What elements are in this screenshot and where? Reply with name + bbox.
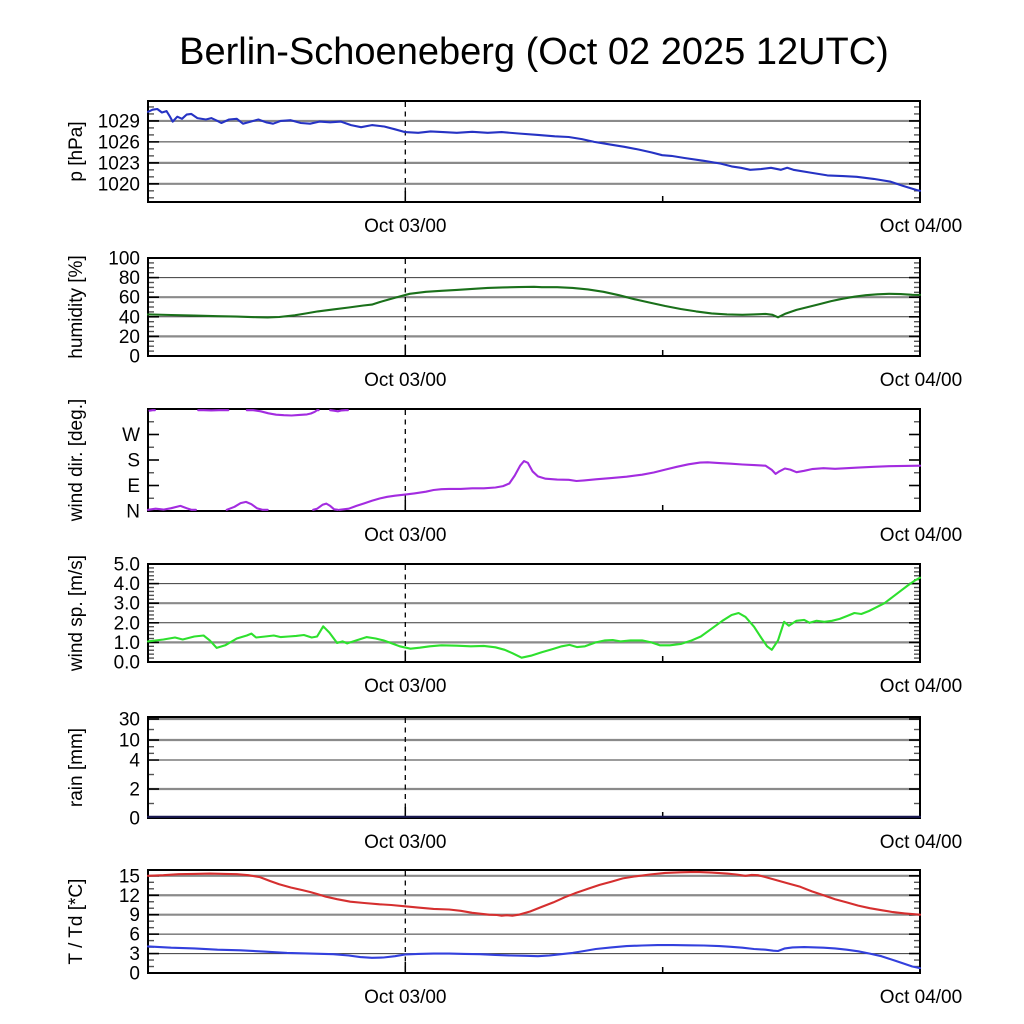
y-tick-label: 0 [129, 809, 140, 830]
series-line-pressure [147, 107, 921, 192]
series-wind-speed [147, 576, 921, 659]
y-tick-label: E [127, 476, 140, 497]
series-line-wind-direction [338, 460, 921, 511]
chart-title: Berlin-Schoeneberg (Oct 02 2025 12UTC) [179, 31, 889, 73]
x-tick-label: Oct 03/00 [364, 987, 446, 1008]
series-line-wind-speed [147, 576, 921, 659]
panel-border [147, 869, 921, 974]
series-humidity [147, 285, 921, 319]
x-tick-label: Oct 04/00 [880, 832, 962, 853]
x-tick-label: Oct 03/00 [364, 676, 446, 697]
y-tick-label: N [126, 502, 140, 523]
series-line-wind-direction [329, 409, 349, 413]
y-tick-label: 4.0 [114, 574, 140, 595]
panel-border [147, 563, 921, 663]
y-tick-label: 2.0 [114, 613, 140, 634]
y-tick-label: 3.0 [114, 594, 140, 615]
series-line-humidity [147, 285, 921, 319]
y-tick-label: 10 [119, 731, 140, 752]
x-tick-label: Oct 03/00 [364, 370, 446, 391]
series-line-wind-direction [148, 409, 156, 412]
y-axis-title: wind dir. [deg.] [66, 399, 87, 523]
series-dewpoint [147, 944, 921, 970]
x-tick-label: Oct 03/00 [364, 216, 446, 237]
x-tick-label: Oct 04/00 [880, 370, 962, 391]
y-tick-label: 0.0 [114, 653, 140, 674]
panel-wind-speed: 0.01.02.03.04.05.0 wind sp. [m/s] Oct 03/0… [66, 555, 962, 698]
y-tick-label: 5.0 [114, 555, 140, 576]
series-line-wind-direction [225, 500, 269, 511]
y-tick-label: 0 [129, 964, 140, 985]
y-axis-title: T / Td [*C] [66, 879, 87, 965]
y-tick-label: 6 [129, 925, 140, 946]
y-axis-title: wind sp. [m/s] [66, 555, 87, 672]
series-wind-direction [147, 409, 921, 511]
y-tick-label: 3 [129, 944, 140, 965]
series-pressure [147, 107, 921, 192]
series-line-wind-direction [245, 409, 320, 417]
y-tick-label: 1020 [98, 174, 140, 195]
series-line-wind-direction [147, 504, 197, 511]
y-tick-label: 60 [119, 288, 140, 309]
y-tick-label: 1029 [98, 111, 140, 132]
y-axis-title: p [hPa] [66, 121, 87, 181]
x-tick-label: Oct 03/00 [364, 832, 446, 853]
panel-border [147, 100, 921, 203]
y-tick-label: 2 [129, 780, 140, 801]
series-line-dewpoint [147, 944, 921, 970]
series-line-temperature [147, 870, 921, 917]
y-tick-label: 15 [119, 866, 140, 887]
x-tick-label: Oct 04/00 [880, 987, 962, 1008]
y-tick-label: W [122, 425, 140, 446]
x-tick-label: Oct 03/00 [364, 525, 446, 546]
panel-border [147, 716, 921, 819]
y-tick-label: 4 [129, 751, 140, 772]
y-tick-label: 9 [129, 905, 140, 926]
y-tick-label: 0 [129, 347, 140, 368]
y-tick-label: 80 [119, 268, 140, 289]
series-temperature [147, 870, 921, 917]
y-tick-label: 12 [119, 886, 140, 907]
y-tick-label: 20 [119, 327, 140, 348]
y-axis-title: rain [mm] [66, 728, 87, 807]
panel-border [147, 408, 921, 512]
series-line-wind-direction [312, 502, 339, 511]
y-axis-title: humidity [%] [66, 255, 87, 358]
panel-border [147, 257, 921, 357]
y-tick-label: S [127, 451, 140, 472]
y-tick-label: 100 [108, 249, 140, 270]
y-tick-label: 40 [119, 307, 140, 328]
y-tick-label: 1.0 [114, 633, 140, 654]
y-tick-label: 30 [119, 710, 140, 731]
x-tick-label: Oct 04/00 [880, 525, 962, 546]
y-tick-label: 1023 [98, 153, 140, 174]
x-tick-label: Oct 04/00 [880, 216, 962, 237]
x-tick-label: Oct 04/00 [880, 676, 962, 697]
y-tick-label: 1026 [98, 132, 140, 153]
